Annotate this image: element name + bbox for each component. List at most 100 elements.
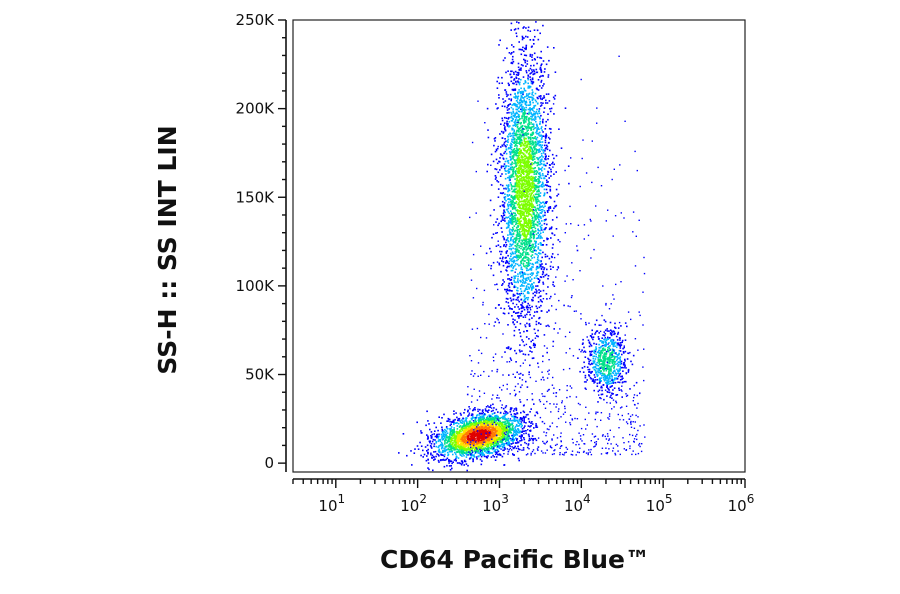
data-point (503, 436, 505, 438)
data-point (532, 205, 535, 207)
data-point (523, 54, 526, 56)
data-point (445, 449, 447, 451)
data-point (429, 441, 431, 444)
data-point (499, 423, 502, 425)
data-point (525, 180, 527, 183)
data-point (526, 200, 528, 202)
data-point (508, 98, 510, 100)
data-point (542, 102, 544, 104)
data-point (482, 414, 485, 416)
data-point (524, 425, 526, 427)
data-point (444, 434, 446, 437)
data-point (535, 193, 538, 195)
data-point (481, 412, 483, 415)
data-point (406, 454, 408, 457)
data-point (466, 429, 469, 431)
data-point (467, 423, 470, 426)
data-point (530, 182, 533, 184)
data-point (530, 248, 533, 250)
data-point (533, 213, 535, 216)
data-point (549, 425, 551, 428)
data-point (527, 108, 530, 111)
data-point (510, 428, 512, 431)
data-point (545, 244, 548, 246)
data-point (543, 268, 545, 271)
data-point (526, 446, 529, 449)
data-point (519, 92, 522, 94)
data-point (519, 422, 522, 425)
data-point (429, 440, 431, 442)
data-point (535, 184, 537, 187)
data-point (518, 200, 521, 203)
data-point (494, 449, 496, 452)
data-point (514, 434, 516, 437)
data-point (537, 167, 540, 169)
data-point (503, 209, 505, 211)
data-point (530, 194, 532, 196)
data-point (475, 420, 477, 423)
data-point (488, 439, 490, 441)
data-point (522, 130, 524, 133)
data-point (493, 441, 495, 443)
data-point (540, 79, 543, 82)
data-point (477, 455, 480, 458)
data-point (542, 270, 544, 273)
data-point (524, 297, 527, 300)
data-point (512, 428, 514, 430)
data-point (523, 164, 526, 167)
data-point (447, 454, 449, 457)
data-point (514, 420, 516, 422)
data-point (542, 121, 544, 124)
data-point (427, 420, 429, 422)
data-point (520, 247, 522, 250)
data-point (557, 239, 560, 241)
data-point (523, 265, 525, 267)
data-point (528, 181, 531, 183)
data-point (532, 156, 535, 158)
data-point (466, 435, 469, 438)
data-point (523, 344, 526, 347)
data-point (426, 434, 428, 436)
data-point (459, 462, 462, 465)
data-point (446, 436, 448, 439)
data-point (491, 442, 494, 444)
data-point (497, 427, 499, 429)
data-point (517, 66, 520, 69)
data-point (499, 246, 502, 248)
data-point (540, 68, 542, 71)
data-point (502, 417, 505, 419)
data-point (533, 182, 535, 185)
data-point (506, 436, 508, 439)
data-point (512, 415, 514, 418)
data-point (486, 439, 488, 442)
data-point (505, 241, 507, 244)
data-point (503, 307, 506, 310)
data-point (484, 436, 487, 438)
data-point (515, 438, 518, 441)
data-point (485, 423, 487, 425)
data-point (465, 427, 467, 429)
data-point (437, 429, 439, 432)
data-point (465, 443, 468, 446)
data-point (417, 448, 420, 450)
data-point (467, 410, 469, 413)
data-point (469, 433, 472, 435)
data-point (479, 445, 481, 447)
data-point (514, 208, 516, 210)
data-point (499, 417, 501, 420)
data-point (527, 184, 529, 187)
data-point (547, 181, 549, 183)
data-point (472, 427, 474, 429)
data-point (510, 269, 513, 272)
data-point (535, 123, 538, 126)
data-point (489, 441, 491, 443)
data-point (449, 448, 452, 451)
data-point (496, 438, 499, 441)
data-point (539, 295, 541, 298)
data-point (495, 452, 498, 455)
data-point (427, 448, 429, 451)
data-point (458, 446, 460, 449)
data-point (523, 437, 525, 439)
data-point (433, 433, 435, 435)
data-point (518, 114, 520, 116)
